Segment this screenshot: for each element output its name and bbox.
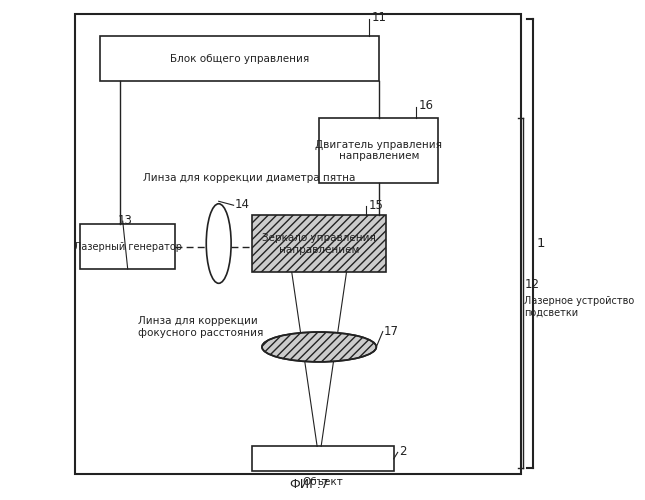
Text: Лазерный генератор: Лазерный генератор (74, 242, 182, 252)
Bar (252, 446, 393, 471)
Ellipse shape (262, 332, 376, 362)
Text: 15: 15 (369, 198, 384, 212)
Text: 16: 16 (419, 100, 433, 112)
Text: ФИГ.7: ФИГ.7 (290, 478, 329, 491)
Polygon shape (292, 272, 346, 446)
Bar (75, 14, 521, 474)
Text: Лазерное устройство
подсветки: Лазерное устройство подсветки (524, 296, 634, 318)
Text: 1: 1 (537, 237, 546, 250)
Text: 2: 2 (399, 446, 406, 458)
Text: 13: 13 (118, 214, 133, 226)
Text: 12: 12 (524, 278, 539, 291)
Bar (252, 215, 386, 272)
Text: 17: 17 (384, 324, 399, 338)
Bar (319, 118, 439, 183)
Text: Зеркало управления
направлением: Зеркало управления направлением (262, 233, 376, 254)
Text: Линза для коррекции
фокусного расстояния: Линза для коррекции фокусного расстояния (137, 316, 263, 338)
Text: Объект: Объект (303, 477, 343, 487)
Bar (101, 36, 379, 81)
Text: Линза для коррекции диаметра пятна: Линза для коррекции диаметра пятна (143, 173, 355, 183)
Text: 14: 14 (235, 198, 250, 211)
Text: 11: 11 (372, 11, 386, 24)
Text: Двигатель управления
направлением: Двигатель управления направлением (315, 140, 442, 162)
Ellipse shape (206, 204, 231, 284)
Bar (81, 224, 175, 269)
Text: Блок общего управления: Блок общего управления (170, 54, 309, 64)
